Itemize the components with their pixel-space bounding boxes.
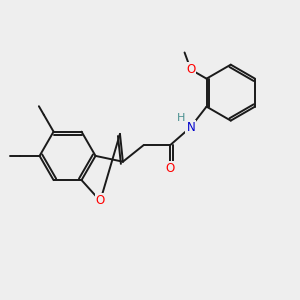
Text: O: O (96, 194, 105, 207)
Text: N: N (186, 121, 195, 134)
Text: O: O (166, 162, 175, 176)
Text: O: O (186, 63, 195, 76)
Text: H: H (177, 113, 186, 123)
